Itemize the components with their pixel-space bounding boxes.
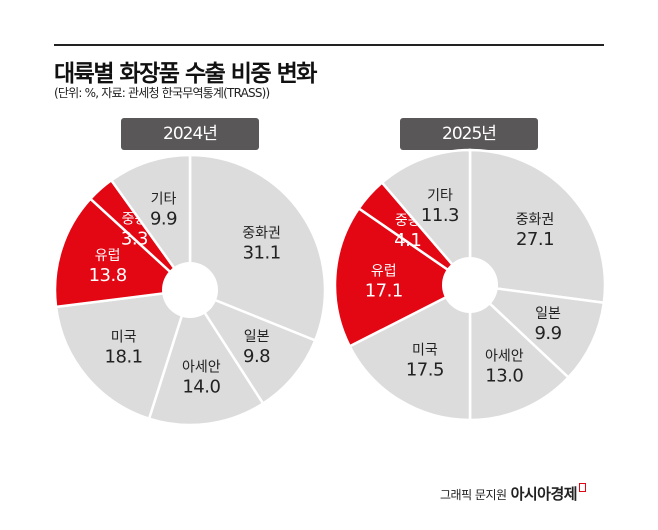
pie-slice [348, 282, 472, 422]
donut-hole [442, 257, 498, 313]
slice-value: 27.1 [516, 229, 554, 250]
slice-label: 유럽 [371, 263, 397, 279]
credit-text: 그래픽 문지원 [440, 488, 507, 502]
year-badge-2024: 2024년 [121, 118, 259, 150]
slice-value: 9.9 [150, 209, 177, 230]
slice-value: 31.1 [243, 243, 281, 264]
slice-value: 17.1 [365, 280, 403, 301]
slice-value: 11.3 [421, 205, 459, 226]
slice-value: 4.1 [394, 230, 421, 251]
slice-label: 일본 [535, 306, 561, 322]
slice-value: 9.9 [534, 323, 561, 344]
pie-slice [188, 153, 327, 343]
pie-slice [109, 153, 192, 294]
slice-label: 중화권 [242, 226, 281, 242]
pie-slice [380, 148, 472, 289]
donut-hole [162, 262, 218, 318]
slice-label: 유럽 [95, 248, 121, 264]
slice-value: 13.8 [89, 265, 127, 286]
slice-label: 아세안 [485, 348, 524, 364]
slice-value: 14.0 [182, 377, 220, 398]
slice-label: 일본 [244, 329, 270, 345]
credit: 그래픽 문지원 아시아경제 [440, 483, 587, 504]
top-rule [54, 44, 604, 46]
year-badge-2025: 2025년 [400, 118, 538, 150]
slice-value: 3.3 [121, 228, 148, 249]
pie-slice [468, 148, 607, 305]
chart-title: 대륙별 화장품 수출 비중 변화 [54, 61, 317, 87]
pie-slice [54, 288, 192, 421]
slice-value: 18.1 [105, 346, 143, 367]
slice-label: 기타 [151, 192, 177, 208]
brand-logo: 아시아경제 [510, 485, 578, 503]
brand-mark-icon [579, 483, 587, 492]
slice-value: 17.5 [406, 360, 444, 381]
pie-slice [333, 206, 473, 348]
slice-label: 기타 [427, 188, 453, 204]
slice-value: 13.0 [485, 365, 523, 386]
slice-label: 아세안 [182, 360, 221, 376]
slice-label: 중화권 [516, 212, 555, 228]
chart-subtitle: (단위: %, 자료: 관세청 한국무역통계(TRASS)) [54, 86, 270, 100]
slice-value: 9.8 [243, 346, 270, 367]
slice-label: 미국 [412, 343, 438, 359]
slice-label: 미국 [111, 329, 137, 345]
